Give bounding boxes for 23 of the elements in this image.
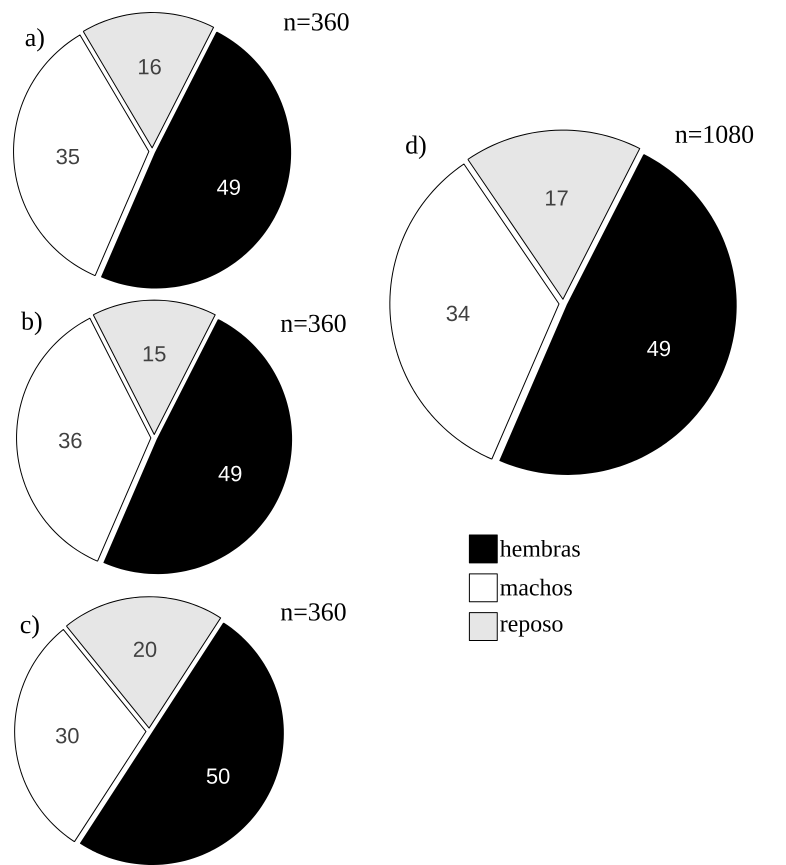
data-label: 30 [56,728,79,744]
legend-label: reposo [500,620,562,637]
chart-subtitle: n=360 [280,314,346,332]
data-label: 49 [218,466,242,482]
data-label: 20 [134,642,156,658]
chart-subtitle: n=360 [284,13,349,31]
legend-label: machos [500,578,572,596]
text: c) [20,615,39,639]
text: a) [26,28,44,52]
legend-label: hembras [500,540,580,557]
data-label: 15 [144,346,166,362]
data-label: 36 [58,432,82,448]
chart-title: b) [21,312,42,336]
data-label: 16 [139,58,161,74]
chart-subtitle: n=1080 [675,126,754,144]
data-label: 34 [446,306,470,322]
data-label: 50 [206,768,230,784]
data-label: 17 [546,190,568,206]
data-label: 49 [647,340,670,356]
chart-title: d) [406,136,426,159]
data-label: 35 [56,148,80,164]
data-label: 49 [217,179,240,196]
chart-subtitle: n=360 [280,603,346,621]
